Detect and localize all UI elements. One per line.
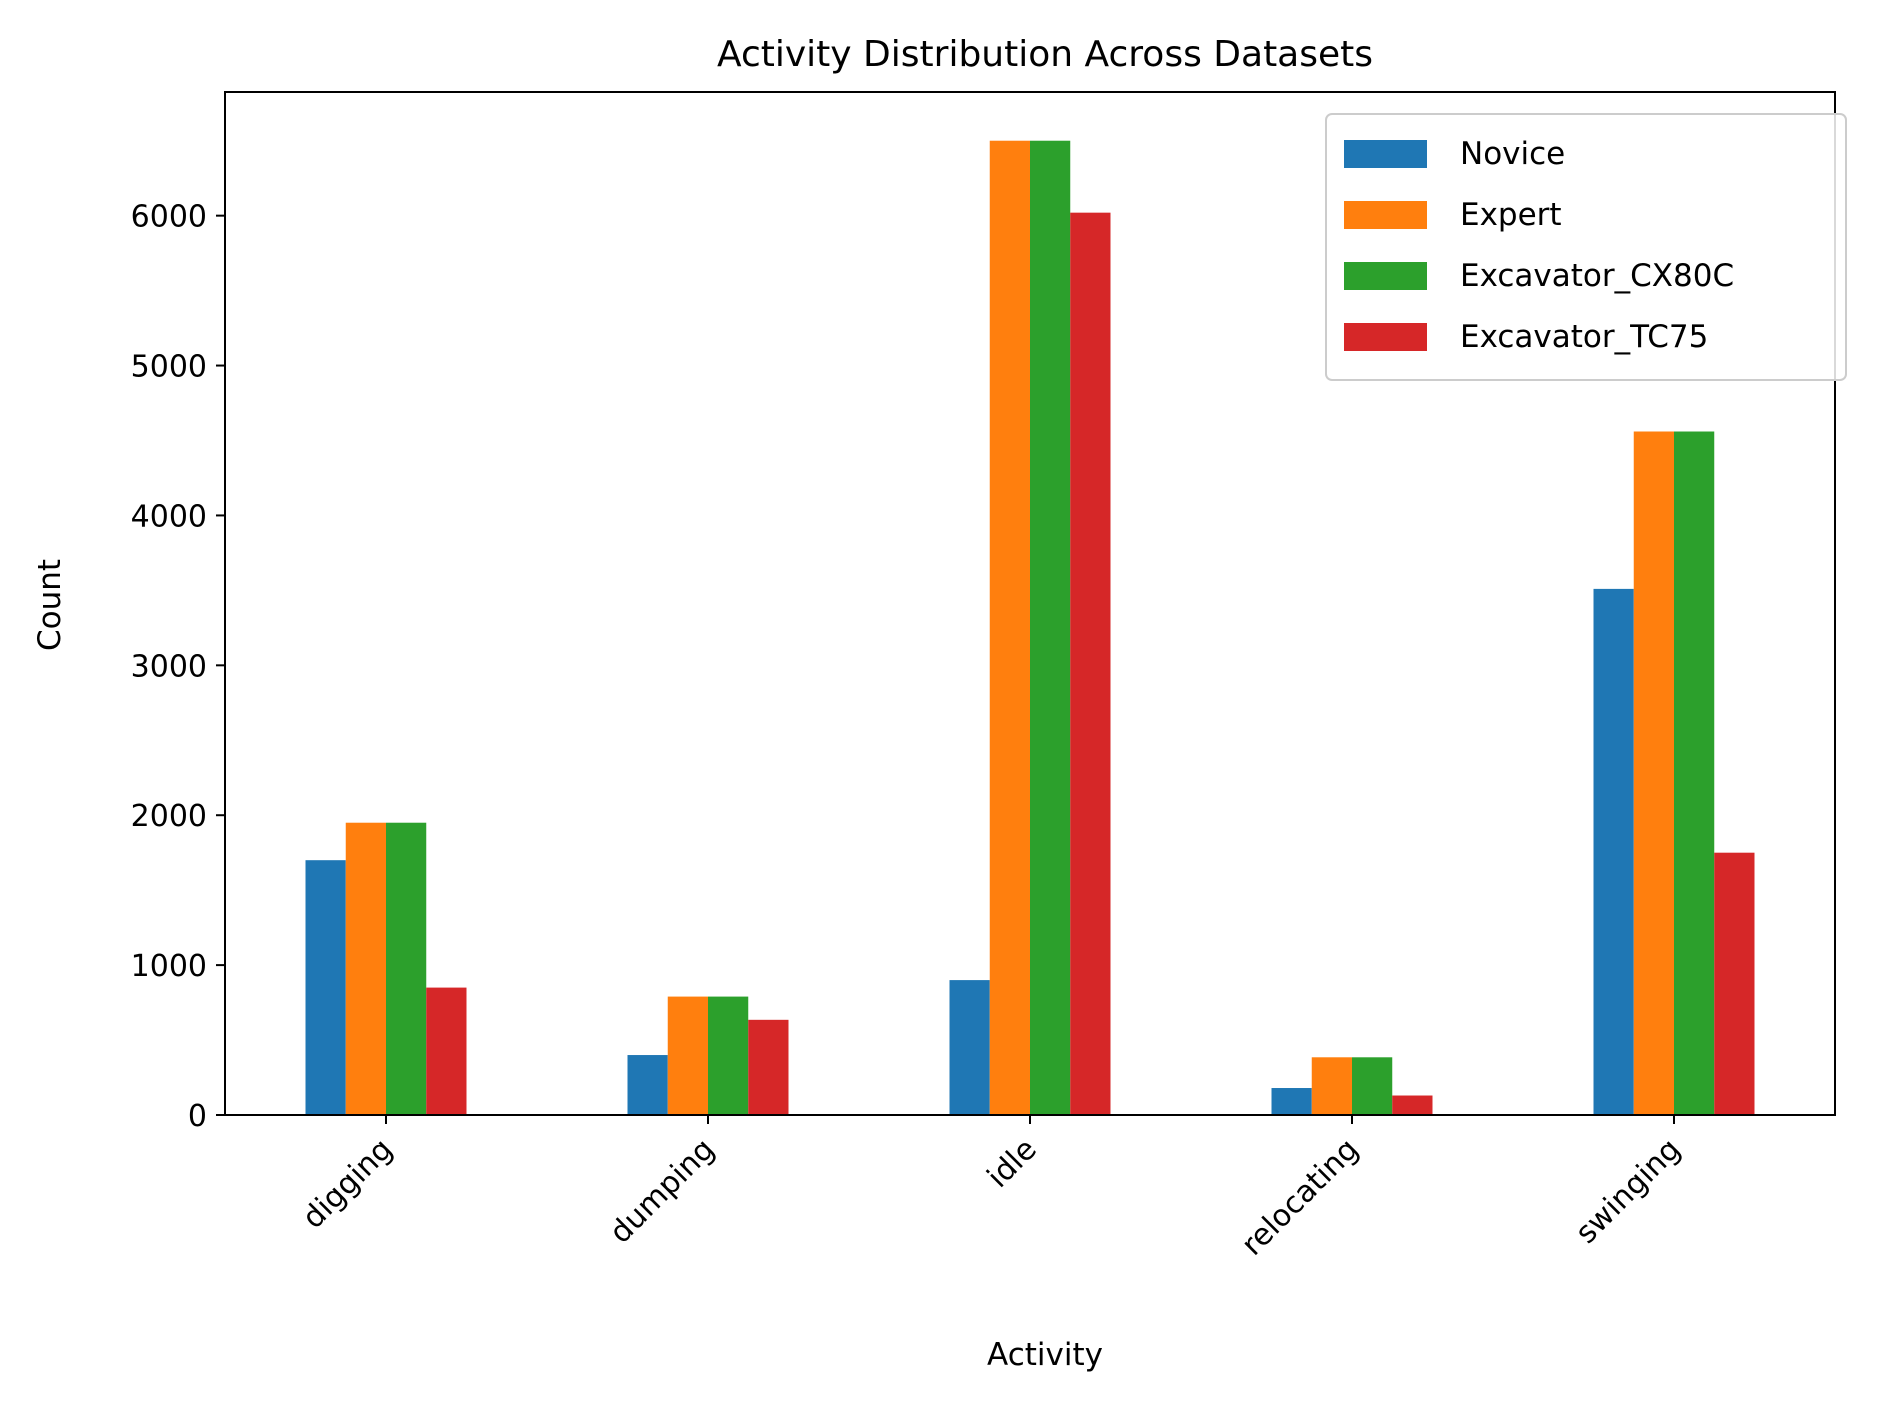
bar-dumping-novice: [627, 1055, 668, 1115]
legend-swatch-excavator_tc75: [1344, 323, 1427, 351]
y-tick-label: 1000: [131, 949, 207, 984]
bar-swinging-excavator_cx80c: [1674, 431, 1715, 1115]
y-tick-label: 4000: [131, 499, 207, 534]
bar-digging-novice: [305, 860, 346, 1115]
bar-relocating-expert: [1311, 1057, 1352, 1115]
legend-label-excavator_cx80c: Excavator_CX80C: [1460, 258, 1734, 294]
legend-swatch-expert: [1344, 201, 1427, 229]
bar-swinging-novice: [1593, 588, 1634, 1115]
bar-digging-excavator_tc75: [426, 987, 467, 1115]
bar-swinging-expert: [1633, 431, 1674, 1115]
legend: Novice Expert Excavator_CX80C Excavator_TC7…: [1325, 113, 1847, 381]
y-tick-label: 5000: [131, 350, 207, 385]
y-tick-label: 3000: [131, 649, 207, 684]
bar-relocating-excavator_cx80c: [1352, 1057, 1393, 1115]
y-tick-label: 0: [188, 1099, 207, 1134]
legend-swatch-novice: [1344, 140, 1427, 168]
bar-dumping-excavator_tc75: [748, 1019, 789, 1115]
legend-box: [1325, 113, 1847, 381]
bar-idle-excavator_tc75: [1070, 212, 1111, 1115]
chart-title: Activity Distribution Across Datasets: [717, 34, 1373, 75]
y-tick-label: 6000: [131, 200, 207, 235]
bar-idle-expert: [989, 140, 1030, 1115]
legend-label-novice: Novice: [1460, 136, 1565, 172]
bar-relocating-excavator_tc75: [1392, 1095, 1433, 1115]
bar-swinging-excavator_tc75: [1714, 852, 1755, 1115]
x-axis-label: Activity: [987, 1337, 1103, 1373]
legend-label-excavator_tc75: Excavator_TC75: [1460, 319, 1708, 355]
y-tick-label: 2000: [131, 799, 207, 834]
bar-dumping-expert: [667, 996, 708, 1115]
bar-idle-excavator_cx80c: [1030, 140, 1071, 1115]
y-axis-label: Count: [32, 559, 68, 651]
bar-relocating-novice: [1271, 1088, 1312, 1115]
bar-idle-novice: [949, 980, 990, 1115]
legend-swatch-excavator_cx80c: [1344, 262, 1427, 290]
bar-digging-excavator_cx80c: [386, 822, 427, 1115]
y-axis: 0 1000 2000 3000 4000 5000 6000: [131, 200, 225, 1134]
legend-label-expert: Expert: [1460, 197, 1562, 233]
plot-area: [224, 91, 1836, 1116]
bar-dumping-excavator_cx80c: [708, 996, 749, 1115]
bar-digging-expert: [345, 822, 386, 1115]
